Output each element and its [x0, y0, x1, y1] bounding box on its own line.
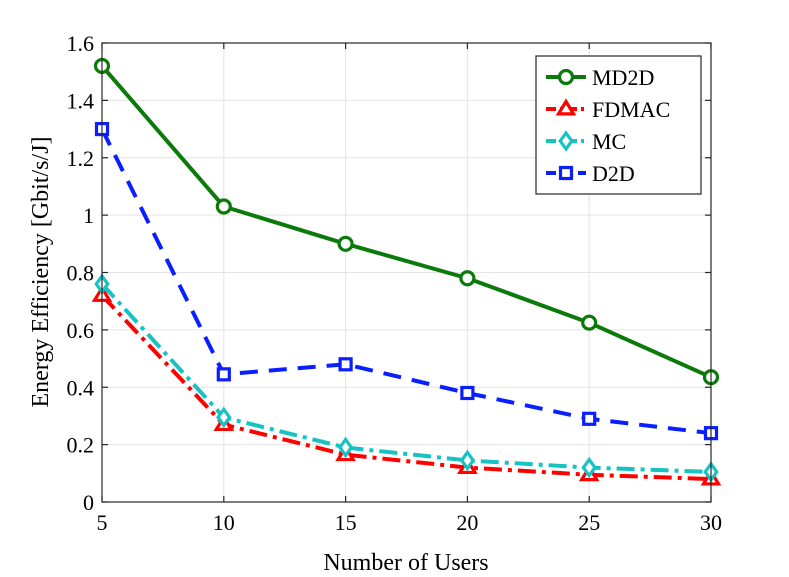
y-tick-label: 1.4 [67, 88, 95, 113]
series-mc [94, 273, 719, 483]
x-tick-label: 30 [700, 510, 722, 535]
legend-entry-fdmac: FDMAC [546, 97, 670, 122]
y-tick-label: 0.2 [67, 433, 95, 458]
data-point-md2d [581, 314, 598, 331]
legend-marker [557, 68, 575, 86]
legend-marker [558, 130, 574, 152]
y-axis-title: Energy Efficiency [Gbit/s/J] [28, 136, 54, 407]
series-line-fdmac [100, 294, 712, 482]
x-tick-label: 25 [578, 510, 600, 535]
data-point-d2d [338, 357, 353, 372]
x-tick-label: 10 [213, 510, 235, 535]
legend-label: FDMAC [592, 97, 670, 122]
legend-label: MC [592, 129, 626, 154]
legend-label: D2D [592, 161, 635, 186]
ticks: 5 10 15 20 25 30 0 0.2 0.4 0.6 0.8 1 1.2 1.4 1.6 [67, 31, 723, 535]
y-tick-label: 0.8 [67, 261, 95, 286]
data-point-d2d [582, 411, 597, 426]
data-point-d2d [216, 367, 231, 382]
data-point-d2d [460, 385, 475, 401]
series-md2d [93, 57, 720, 386]
y-tick-label: 0.4 [67, 375, 95, 400]
data-point-md2d [215, 198, 232, 215]
series-line-mc [100, 282, 712, 474]
legend-marker [558, 165, 574, 181]
legend-entry-mc: MC [546, 129, 626, 154]
y-tick-label: 0 [83, 490, 94, 515]
legend-marker [555, 98, 577, 116]
y-tick-label: 1.2 [67, 146, 95, 171]
data-point-mc [459, 449, 476, 472]
x-axis-title: Number of Users [323, 550, 488, 576]
x-tick-label: 20 [456, 510, 478, 535]
x-tick-label: 5 [97, 510, 108, 535]
y-tick-label: 1.6 [67, 31, 95, 56]
data-point-md2d [459, 270, 476, 287]
series-line-md2d [100, 64, 712, 380]
x-tick-label: 15 [335, 510, 357, 535]
legend-entry-d2d: D2D [546, 161, 635, 186]
data-point-md2d [337, 235, 354, 252]
y-tick-label: 1 [83, 203, 94, 228]
data-point-mc [581, 456, 597, 479]
legend-label: MD2D [592, 65, 654, 90]
legend-entry-md2d: MD2D [546, 65, 654, 90]
data-point-mc [337, 436, 354, 459]
data-point-mc [216, 406, 232, 429]
legend: MD2D FDMAC MC D2D [535, 55, 702, 195]
y-tick-label: 0.6 [67, 318, 95, 343]
series-fdmac [91, 284, 722, 486]
